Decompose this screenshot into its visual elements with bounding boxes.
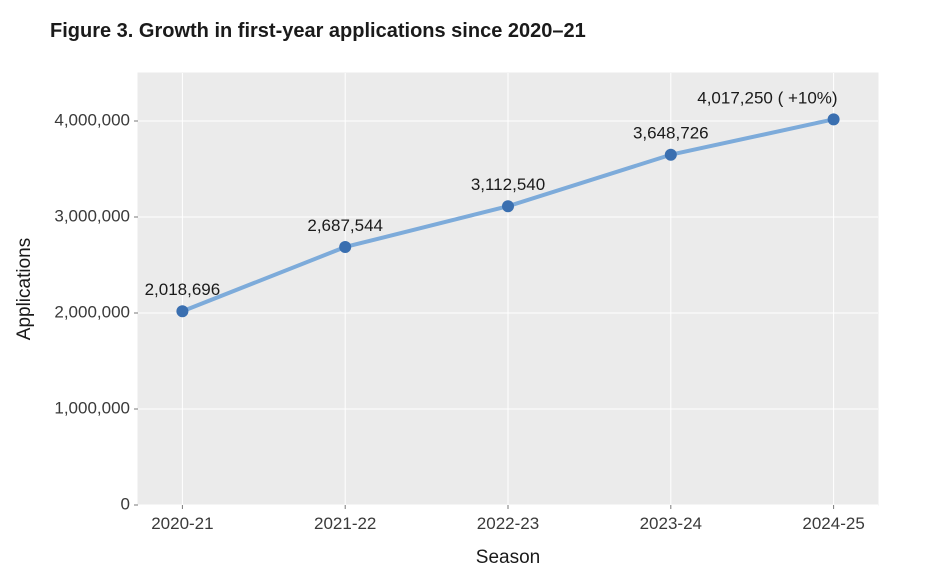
y-axis-label: Applications bbox=[14, 238, 35, 340]
series-marker bbox=[339, 241, 351, 253]
y-tick-label: 2,000,000 bbox=[54, 302, 130, 321]
x-tick-label: 2024-25 bbox=[802, 514, 864, 533]
y-tick-label: 0 bbox=[121, 494, 130, 513]
x-axis-label: Season bbox=[476, 547, 540, 568]
figure-container: Figure 3. Growth in first-year applicati… bbox=[0, 0, 927, 583]
applications-chart: 0 1,000,000 2,000,000 3,000,000 4,000,000 202… bbox=[0, 53, 927, 583]
series-marker bbox=[828, 113, 840, 125]
x-tick-label: 2021-22 bbox=[314, 514, 376, 533]
point-label: 2,687,544 bbox=[307, 216, 383, 235]
y-tick-label: 1,000,000 bbox=[54, 398, 130, 417]
x-tick-label: 2022-23 bbox=[477, 514, 539, 533]
point-label: 4,017,250 ( +10%) bbox=[697, 88, 837, 107]
chart-wrap: 0 1,000,000 2,000,000 3,000,000 4,000,000 202… bbox=[0, 53, 927, 583]
x-tick-label: 2023-24 bbox=[640, 514, 702, 533]
series-marker bbox=[176, 305, 188, 317]
x-tick-label: 2020-21 bbox=[151, 514, 213, 533]
y-tick-label: 3,000,000 bbox=[54, 206, 130, 225]
point-label: 2,018,696 bbox=[145, 280, 221, 299]
point-label: 3,112,540 bbox=[471, 175, 545, 194]
series-marker bbox=[665, 149, 677, 161]
y-tick-label: 4,000,000 bbox=[54, 110, 130, 129]
figure-title: Figure 3. Growth in first-year applicati… bbox=[50, 20, 586, 43]
point-label: 3,648,726 bbox=[633, 124, 709, 143]
series-marker bbox=[502, 200, 514, 212]
